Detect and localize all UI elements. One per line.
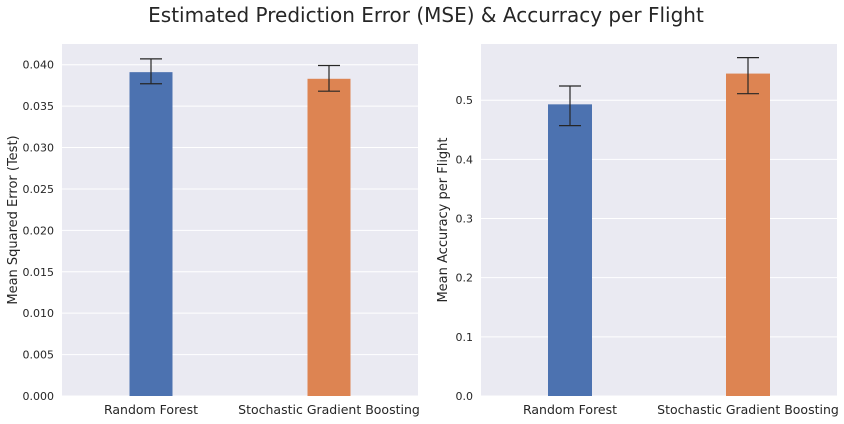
bar-random-forest	[548, 104, 592, 396]
y-tick-label: 0.010	[23, 307, 55, 320]
error-bar	[559, 85, 581, 127]
y-tick-label: 0.035	[23, 100, 55, 113]
y-tick-label: 0.2	[456, 272, 474, 285]
y-tick-label: 0.0	[456, 390, 474, 403]
plot-background	[62, 44, 418, 396]
figure-title: Estimated Prediction Error (MSE) & Accur…	[148, 3, 704, 27]
x-category-label: Stochastic Gradient Boosting	[238, 402, 420, 417]
error-bar	[737, 57, 759, 95]
bar-gradient-boosting	[307, 78, 351, 396]
error-bar	[318, 64, 340, 92]
x-category-label: Random Forest	[104, 402, 198, 417]
y-axis-label: Mean Accuracy per Flight	[436, 137, 451, 302]
x-category-label: Random Forest	[523, 402, 617, 417]
error-bar	[140, 58, 162, 85]
mse-chart-panel: 0.000 0.005 0.010 0.015 0.020 0.025 0.030 0.035…	[6, 44, 420, 417]
y-axis-label: Mean Squared Error (Test)	[6, 135, 21, 304]
y-tick-label: 0.4	[456, 153, 474, 166]
y-tick-label: 0.030	[23, 142, 55, 155]
y-tick-label: 0.020	[23, 224, 55, 237]
y-tick-label: 0.000	[23, 390, 55, 403]
y-tick-label: 0.3	[456, 213, 474, 226]
bar-gradient-boosting	[726, 73, 770, 396]
y-tick-label: 0.015	[23, 266, 55, 279]
y-tick-label: 0.1	[456, 331, 474, 344]
x-category-label: Stochastic Gradient Boosting	[657, 402, 839, 417]
y-tick-label: 0.5	[456, 94, 474, 107]
y-tick-label: 0.040	[23, 59, 55, 72]
y-tick-label: 0.025	[23, 183, 55, 196]
y-tick-label: 0.005	[23, 349, 55, 362]
bar-random-forest	[129, 72, 173, 396]
accuracy-chart-panel: 0.0 0.1 0.2 0.3 0.4 0.5 Random Forest Stochasti…	[436, 44, 839, 417]
plot-background	[481, 44, 837, 396]
